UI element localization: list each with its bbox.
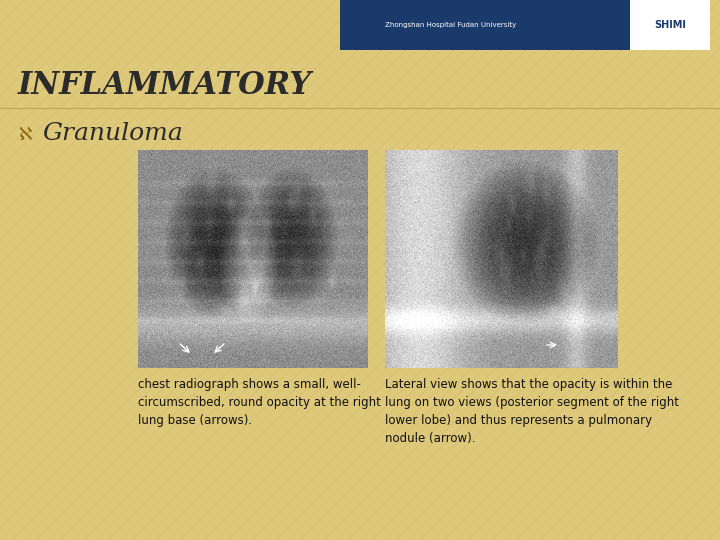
Bar xyxy=(630,0,710,50)
Text: Lateral view shows that the opacity is within the
lung on two views (posterior s: Lateral view shows that the opacity is w… xyxy=(385,378,679,445)
Bar xyxy=(340,0,630,50)
Text: ℵ: ℵ xyxy=(18,126,32,144)
Text: Zhongshan Hospital Fudan University: Zhongshan Hospital Fudan University xyxy=(384,22,516,28)
Text: SHIMI: SHIMI xyxy=(654,20,686,30)
Text: Granuloma: Granuloma xyxy=(42,122,183,145)
Text: chest radiograph shows a small, well-
circumscribed, round opacity at the right
: chest radiograph shows a small, well- ci… xyxy=(138,378,381,427)
Text: INFLAMMATORY: INFLAMMATORY xyxy=(18,70,312,100)
